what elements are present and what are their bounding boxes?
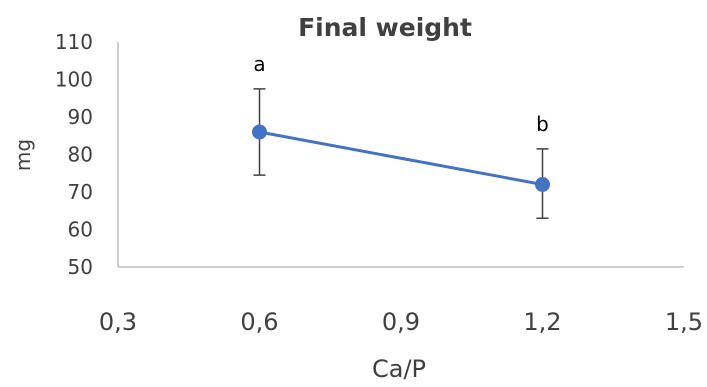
x-tick-label: 0,3: [99, 308, 137, 336]
y-axis-label: mg: [11, 139, 35, 171]
chart-title: Final weight: [298, 13, 472, 42]
data-point: [252, 124, 267, 140]
axes: [117, 42, 684, 268]
y-tick-label: 50: [68, 255, 93, 279]
y-tick-label: 60: [68, 218, 93, 242]
y-tick-label: 80: [68, 143, 93, 167]
y-tick-label: 70: [68, 180, 93, 204]
series-line: [259, 130, 543, 186]
data-point: [535, 177, 550, 192]
x-axis-label: Ca/P: [372, 355, 426, 383]
significance-label: a: [253, 52, 265, 76]
data-series: ab: [252, 52, 550, 219]
x-tick-label: 1,5: [665, 308, 703, 336]
y-tick-label: 100: [55, 68, 93, 92]
x-tick-label: 1,2: [523, 308, 561, 336]
x-tick-label: 0,9: [382, 308, 420, 336]
tick-labels: 110 100 90 80 70 60 50 0,3 0,6 0,9 1,2 1,5: [55, 30, 703, 336]
y-tick-label: 110: [55, 30, 93, 54]
x-tick-label: 0,6: [240, 308, 278, 336]
significance-label: b: [536, 112, 549, 136]
y-tick-label: 90: [68, 105, 93, 129]
